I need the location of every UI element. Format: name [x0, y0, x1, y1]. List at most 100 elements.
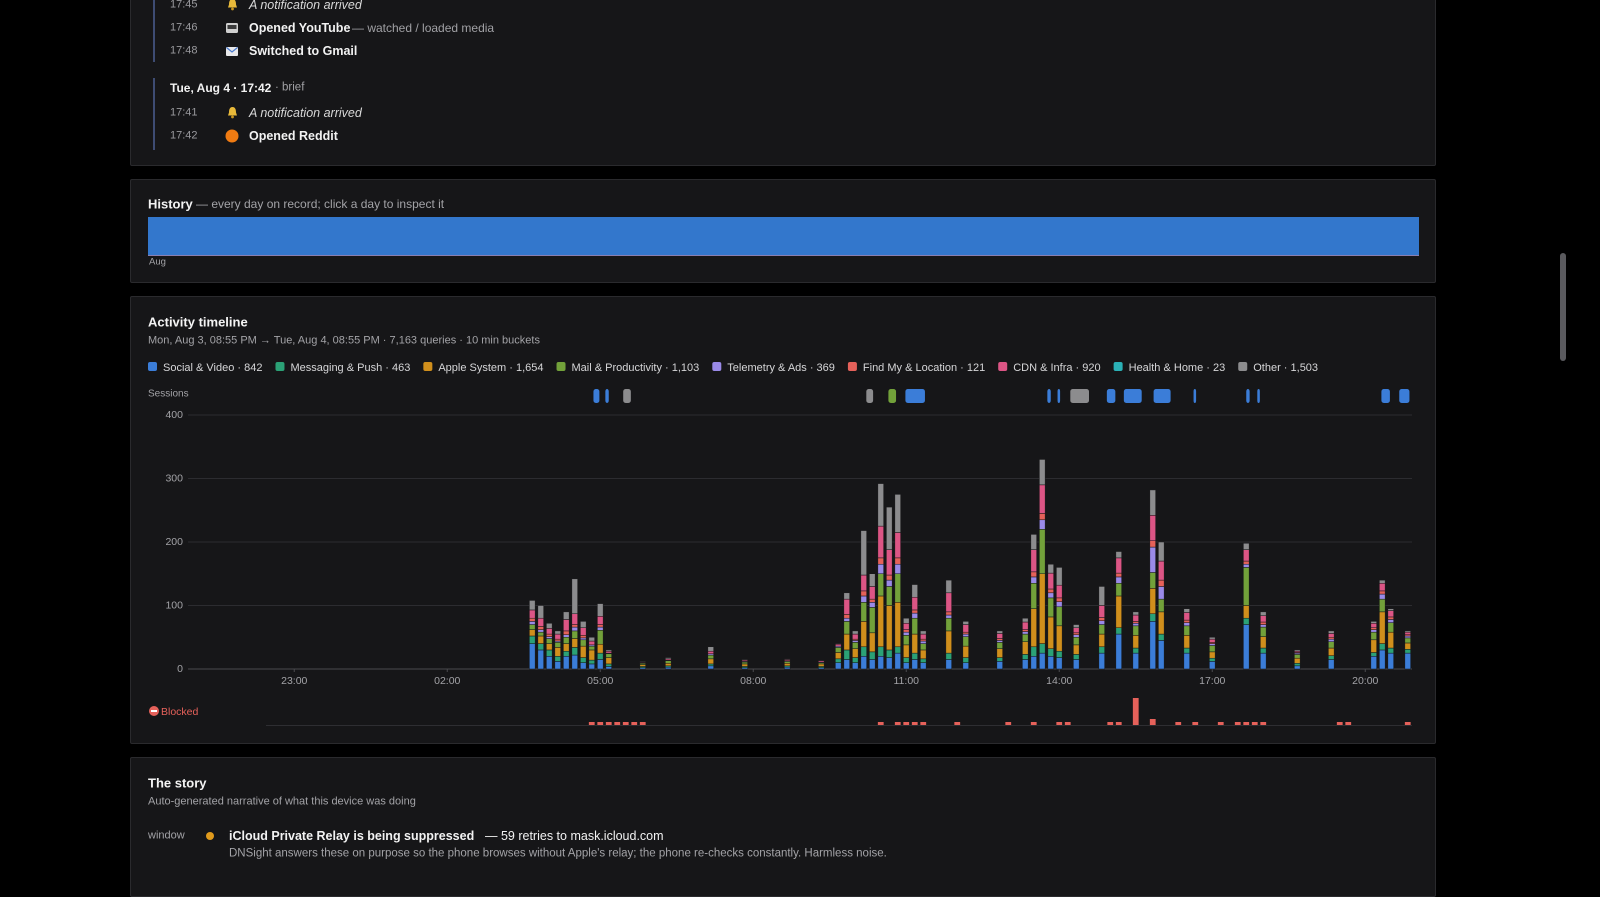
- legend-label: Messaging & Push · 463: [290, 362, 410, 374]
- bar-segment: [843, 633, 850, 651]
- bar-segment: [1149, 621, 1156, 670]
- bar-segment: [665, 666, 672, 670]
- event-text: Switched to Gmail: [249, 43, 358, 58]
- blocked-bar: [1115, 722, 1122, 725]
- blocked-bar: [1192, 722, 1199, 725]
- bar-segment: [1149, 540, 1156, 548]
- bar-segment: [1404, 635, 1411, 639]
- bar-segment: [1387, 622, 1394, 633]
- bar-segment: [1132, 621, 1139, 624]
- bar-segment: [945, 611, 952, 616]
- bar-segment: [869, 598, 876, 603]
- bar-segment: [894, 573, 901, 603]
- bar-segment: [1404, 637, 1411, 644]
- bar-segment: [546, 649, 553, 657]
- event-time: 17:45: [170, 0, 198, 11]
- page: 17:45 A notification arrived 17:46 Opene…: [130, 0, 1566, 897]
- story-item-detail: — 59 retries to mask.icloud.com: [485, 828, 664, 843]
- bar-segment: [1379, 598, 1386, 613]
- bar-segment: [1387, 616, 1394, 620]
- legend-label: Social & Video · 842: [163, 362, 262, 374]
- bar-segment: [1209, 645, 1216, 653]
- bar-segment: [784, 661, 791, 664]
- bar-segment: [597, 630, 604, 645]
- bar-segment: [588, 637, 595, 642]
- blocked-bar: [877, 722, 884, 725]
- bar-segment: [1039, 459, 1046, 486]
- bar-segment: [1115, 633, 1122, 670]
- bar-segment: [1260, 615, 1267, 623]
- bar-segment: [962, 633, 969, 637]
- blocked-bar: [1217, 722, 1224, 725]
- bar-segment: [1243, 624, 1250, 670]
- bar-segment: [894, 652, 901, 670]
- bar-segment: [1073, 627, 1080, 634]
- bar-segment: [996, 640, 1003, 643]
- bar-segment: [911, 596, 918, 611]
- bar-segment: [911, 659, 918, 670]
- history-day[interactable]: [148, 217, 1419, 256]
- bar-segment: [843, 614, 850, 619]
- bar-segment: [1056, 567, 1063, 586]
- y-tick-label: 300: [165, 472, 183, 484]
- bar-segment: [1056, 650, 1063, 658]
- x-tick-label: 08:00: [740, 675, 766, 687]
- bar-segment: [894, 532, 901, 559]
- bar-segment: [1379, 579, 1386, 584]
- bar-segment: [996, 638, 1003, 641]
- bar-segment: [537, 635, 544, 644]
- bar-segment: [665, 657, 672, 660]
- bar-segment: [1387, 647, 1394, 654]
- bar-segment: [1098, 624, 1105, 635]
- legend-label: Telemetry & Ads · 369: [727, 362, 835, 374]
- bar-segment: [1183, 647, 1190, 654]
- bar-segment: [1149, 515, 1156, 541]
- blocked-bar: [1064, 722, 1071, 725]
- bar-segment: [1158, 541, 1165, 562]
- bar-segment: [571, 647, 578, 656]
- bar-segment: [529, 643, 536, 670]
- bar-segment: [962, 631, 969, 635]
- session: [888, 389, 897, 403]
- bar-segment: [869, 632, 876, 653]
- bar-segment: [537, 643, 544, 651]
- bar-segment: [1294, 649, 1301, 652]
- bar-segment: [877, 525, 884, 559]
- bar-segment: [1260, 652, 1267, 670]
- bar-segment: [1047, 588, 1054, 594]
- bar-segment: [571, 613, 578, 625]
- blocked-bar: [1056, 722, 1063, 725]
- legend-swatch: [423, 362, 433, 371]
- bar-segment: [860, 595, 867, 603]
- bar-segment: [1056, 597, 1063, 602]
- bar-segment: [911, 633, 918, 654]
- bar-segment: [1370, 623, 1377, 628]
- bar-segment: [945, 630, 952, 654]
- bar-segment: [877, 563, 884, 574]
- x-tick-label: 20:00: [1352, 675, 1378, 687]
- blocked-bar: [605, 722, 612, 725]
- bar-segment: [1098, 633, 1105, 648]
- bar-segment: [784, 666, 791, 670]
- scrollbar-thumb[interactable]: [1560, 253, 1566, 361]
- story-title: The story: [148, 775, 207, 791]
- bar-segment: [1022, 633, 1029, 642]
- bar-segment: [571, 578, 578, 615]
- bar-segment: [537, 626, 544, 630]
- bar-segment: [962, 624, 969, 633]
- bar-segment: [869, 607, 876, 634]
- bar-segment: [911, 652, 918, 660]
- bar-segment: [571, 624, 578, 628]
- bar-segment: [1030, 576, 1037, 584]
- bar-segment: [597, 616, 604, 625]
- event-text: A notification arrived: [249, 0, 362, 12]
- bar-segment: [1379, 583, 1386, 592]
- bar-segment: [546, 633, 553, 637]
- blocked-bar: [614, 722, 621, 725]
- bar-segment: [597, 603, 604, 617]
- bar-segment: [886, 657, 893, 670]
- bar-segment: [1209, 661, 1216, 670]
- bar-segment: [1098, 620, 1105, 625]
- event-text: A notification arrived: [249, 105, 362, 120]
- bar-segment: [869, 573, 876, 587]
